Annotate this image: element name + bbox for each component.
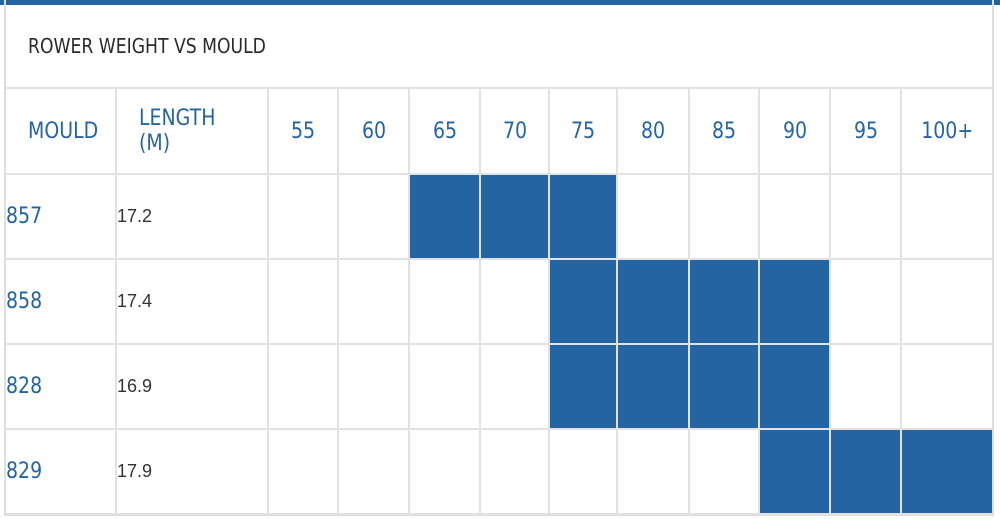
weight-range-cell [409,344,481,430]
table-body: 857 17.2 858 17.4 828 16.9 829 17.9 [6,174,992,515]
weight-range-cell [268,429,339,515]
mould-cell: 828 [6,344,117,430]
weight-range-cell-filled [689,259,760,345]
weight-range-cell-filled [759,259,831,345]
weight-range-cell-filled [830,429,902,515]
column-header-weight: 100+ [901,89,992,175]
column-header-weight: 85 [689,89,760,175]
header-row: MOULD LENGTH (M) 55 60 65 70 75 80 85 90… [6,89,992,175]
weight-range-cell [830,344,902,430]
weight-range-cell-filled [549,344,618,430]
weight-range-cell [901,174,992,260]
column-header-weight: 70 [480,89,550,175]
weight-range-cell [617,174,690,260]
table-frame [4,0,994,516]
table-title-text: ROWER WEIGHT VS MOULD [28,34,266,58]
weight-range-cell-filled [689,344,760,430]
length-cell: 17.4 [116,259,269,345]
column-header-weight: 60 [338,89,410,175]
weight-vs-mould-table: MOULD LENGTH (M) 55 60 65 70 75 80 85 90… [6,89,992,515]
column-header-weight: 80 [617,89,690,175]
weight-range-cell [830,259,902,345]
weight-range-cell [759,174,831,260]
mould-cell: 857 [6,174,117,260]
weight-range-cell [409,429,481,515]
column-header-weight: 65 [409,89,481,175]
table-row: 828 16.9 [6,344,992,430]
length-cell: 17.9 [116,429,269,515]
weight-range-cell [480,429,550,515]
weight-range-cell [901,344,992,430]
weight-range-cell [409,259,481,345]
weight-range-cell-filled [409,174,481,260]
column-header-weight: 55 [268,89,339,175]
length-cell: 16.9 [116,344,269,430]
weight-range-cell [901,259,992,345]
column-header-weight: 90 [759,89,831,175]
weight-range-cell [338,259,410,345]
weight-range-cell [338,174,410,260]
weight-range-cell [268,174,339,260]
weight-range-cell [338,429,410,515]
mould-cell: 858 [6,259,117,345]
weight-range-cell-filled [617,259,690,345]
table-row: 857 17.2 [6,174,992,260]
weight-range-cell [268,259,339,345]
weight-range-cell [268,344,339,430]
table-row: 858 17.4 [6,259,992,345]
column-header-weight: 75 [549,89,618,175]
column-header-weight: 95 [830,89,902,175]
column-header-mould: MOULD [6,89,117,175]
weight-range-cell [480,344,550,430]
weight-range-cell-filled [759,344,831,430]
weight-range-cell [338,344,410,430]
table-title: ROWER WEIGHT VS MOULD [6,5,992,89]
weight-range-cell [689,174,760,260]
weight-range-cell [549,429,618,515]
length-cell: 17.2 [116,174,269,260]
top-accent-bar [0,0,1000,5]
weight-range-cell-filled [549,174,618,260]
weight-range-cell [689,429,760,515]
weight-range-cell-filled [480,174,550,260]
column-header-length: LENGTH (M) [116,89,269,175]
weight-range-cell [617,429,690,515]
weight-range-cell [480,259,550,345]
table-row: 829 17.9 [6,429,992,515]
weight-range-cell-filled [549,259,618,345]
weight-range-cell-filled [901,429,992,515]
mould-cell: 829 [6,429,117,515]
weight-range-cell-filled [759,429,831,515]
weight-range-cell [830,174,902,260]
weight-range-cell-filled [617,344,690,430]
